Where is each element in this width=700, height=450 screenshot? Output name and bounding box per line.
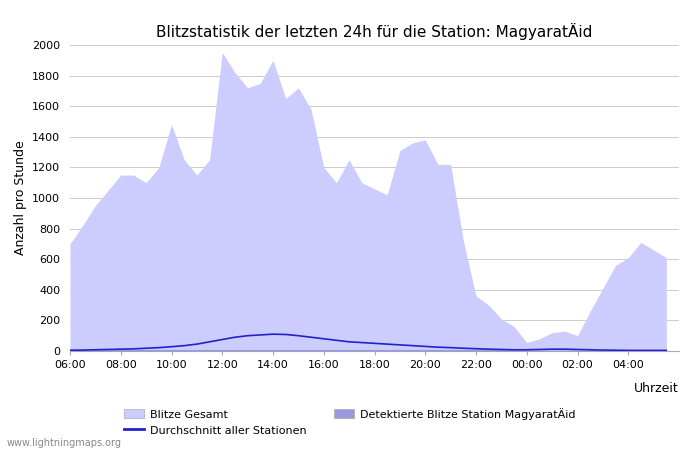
Legend: Blitze Gesamt, Durchschnitt aller Stationen, Detektierte Blitze Station Magyarat: Blitze Gesamt, Durchschnitt aller Statio… — [120, 403, 580, 440]
Text: Uhrzeit: Uhrzeit — [634, 382, 679, 395]
Y-axis label: Anzahl pro Stunde: Anzahl pro Stunde — [13, 140, 27, 256]
Text: www.lightningmaps.org: www.lightningmaps.org — [7, 438, 122, 448]
Title: Blitzstatistik der letzten 24h für die Station: MagyaratÄid: Blitzstatistik der letzten 24h für die S… — [156, 22, 593, 40]
